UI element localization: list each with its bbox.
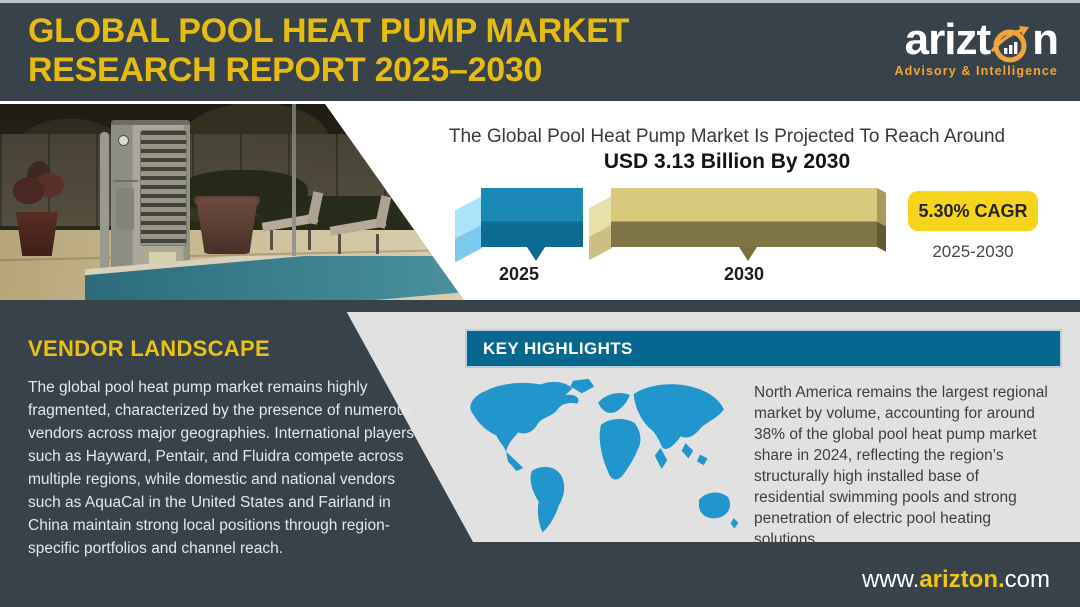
url-prefix: www. bbox=[861, 566, 920, 593]
bar-label-2030: 2030 bbox=[723, 264, 765, 284]
photo-lounge-chair bbox=[329, 195, 400, 256]
arizton-logo-wordmark: arizt n bbox=[843, 15, 1059, 64]
arizton-logo: arizt n Advisory & Intelligence bbox=[843, 15, 1059, 79]
photo-large-pot bbox=[196, 198, 258, 254]
bar-2030-right-bevel bbox=[877, 188, 886, 252]
report-title-line1: GLOBAL POOL HEAT PUMP MARKET bbox=[28, 12, 630, 50]
world-map-icon bbox=[470, 378, 739, 533]
vendor-landscape-heading: VENDOR LANDSCAPE bbox=[28, 336, 270, 361]
bar-2030-pointer-icon bbox=[739, 247, 757, 261]
pump-pipes bbox=[100, 132, 109, 274]
logo-text-suffix: n bbox=[1032, 15, 1059, 64]
pump-vent-grille bbox=[140, 130, 187, 246]
key-highlights-heading: KEY HIGHLIGHTS bbox=[483, 338, 633, 358]
key-highlights-header-bar: KEY HIGHLIGHTS bbox=[465, 329, 1062, 368]
cagr-period: 2025-2030 bbox=[932, 242, 1014, 261]
key-highlights-text: North America remains the largest region… bbox=[754, 384, 1048, 548]
footer-website-link[interactable]: www.arizton.com bbox=[862, 566, 1050, 594]
pump-side-panel bbox=[116, 188, 134, 230]
photo-lounge-chair bbox=[261, 191, 332, 252]
cagr-badge: 5.30% CAGR bbox=[908, 191, 1038, 231]
bar-2030 bbox=[611, 188, 877, 247]
header-top-line bbox=[0, 0, 1080, 3]
photo-pool-water bbox=[85, 256, 465, 302]
vendor-landscape-text: The global pool heat pump market remains… bbox=[28, 379, 414, 557]
photo-heat-pump-unit bbox=[100, 120, 192, 286]
logo-text-prefix: arizt bbox=[904, 15, 991, 64]
bar-2025-pointer-icon bbox=[527, 247, 545, 261]
header-banner: GLOBAL POOL HEAT PUMP MARKET RESEARCH RE… bbox=[0, 0, 1080, 101]
report-title: GLOBAL POOL HEAT PUMP MARKET RESEARCH RE… bbox=[28, 12, 629, 90]
pump-panel-seam bbox=[113, 180, 138, 182]
projection-value: USD 3.13 Billion By 2030 bbox=[603, 150, 851, 173]
photo-umbrella-pole bbox=[292, 104, 296, 272]
logo-tagline: Advisory & Intelligence bbox=[894, 64, 1058, 78]
bar-2025-left-bevel bbox=[455, 196, 482, 263]
url-suffix: com bbox=[1004, 566, 1050, 593]
url-brand: arizton. bbox=[919, 566, 1005, 593]
bar-label-2025: 2025 bbox=[498, 264, 540, 284]
report-title-line2: RESEARCH REPORT 2025–2030 bbox=[28, 51, 543, 89]
pump-knob bbox=[118, 135, 129, 146]
photo-swimming-pool bbox=[85, 256, 465, 302]
bar-2030-left-bevel bbox=[589, 196, 612, 261]
projection-headline: The Global Pool Heat Pump Market Is Proj… bbox=[448, 126, 1006, 147]
logo-chart-arrow-icon bbox=[991, 26, 1030, 63]
bar-2025 bbox=[481, 188, 583, 247]
photo-plant bbox=[4, 160, 74, 216]
photo-planter-pot bbox=[15, 212, 59, 256]
